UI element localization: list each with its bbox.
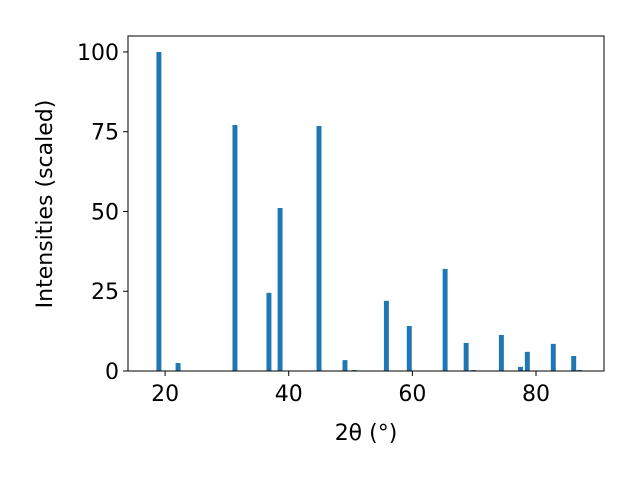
bar: [277, 207, 283, 371]
x-tick-label: 40: [275, 382, 303, 407]
plot-frame: [127, 35, 605, 372]
y-tick-label: 50: [91, 200, 119, 225]
bar: [498, 334, 504, 371]
bar: [232, 125, 238, 371]
bar: [463, 342, 469, 371]
y-tick-label: 100: [77, 41, 119, 66]
x-tick-label: 60: [398, 382, 426, 407]
y-tick-label: 25: [91, 280, 119, 305]
y-tick-label: 0: [105, 360, 119, 385]
bar: [550, 343, 556, 371]
bar: [442, 268, 448, 371]
bar: [524, 351, 530, 371]
bar: [571, 356, 577, 371]
bar: [156, 51, 162, 371]
bar: [175, 363, 181, 371]
y-axis-label: Intensities (scaled): [33, 100, 58, 309]
x-tick-label: 80: [522, 382, 550, 407]
bar: [406, 326, 412, 371]
x-axis-label: 2θ (°): [335, 421, 398, 446]
y-tick-label: 75: [91, 121, 119, 146]
bar: [383, 300, 389, 371]
bar: [266, 292, 272, 371]
bar: [316, 125, 322, 371]
bar: [518, 366, 524, 371]
bar: [342, 360, 348, 371]
x-tick-label: 20: [151, 382, 179, 407]
